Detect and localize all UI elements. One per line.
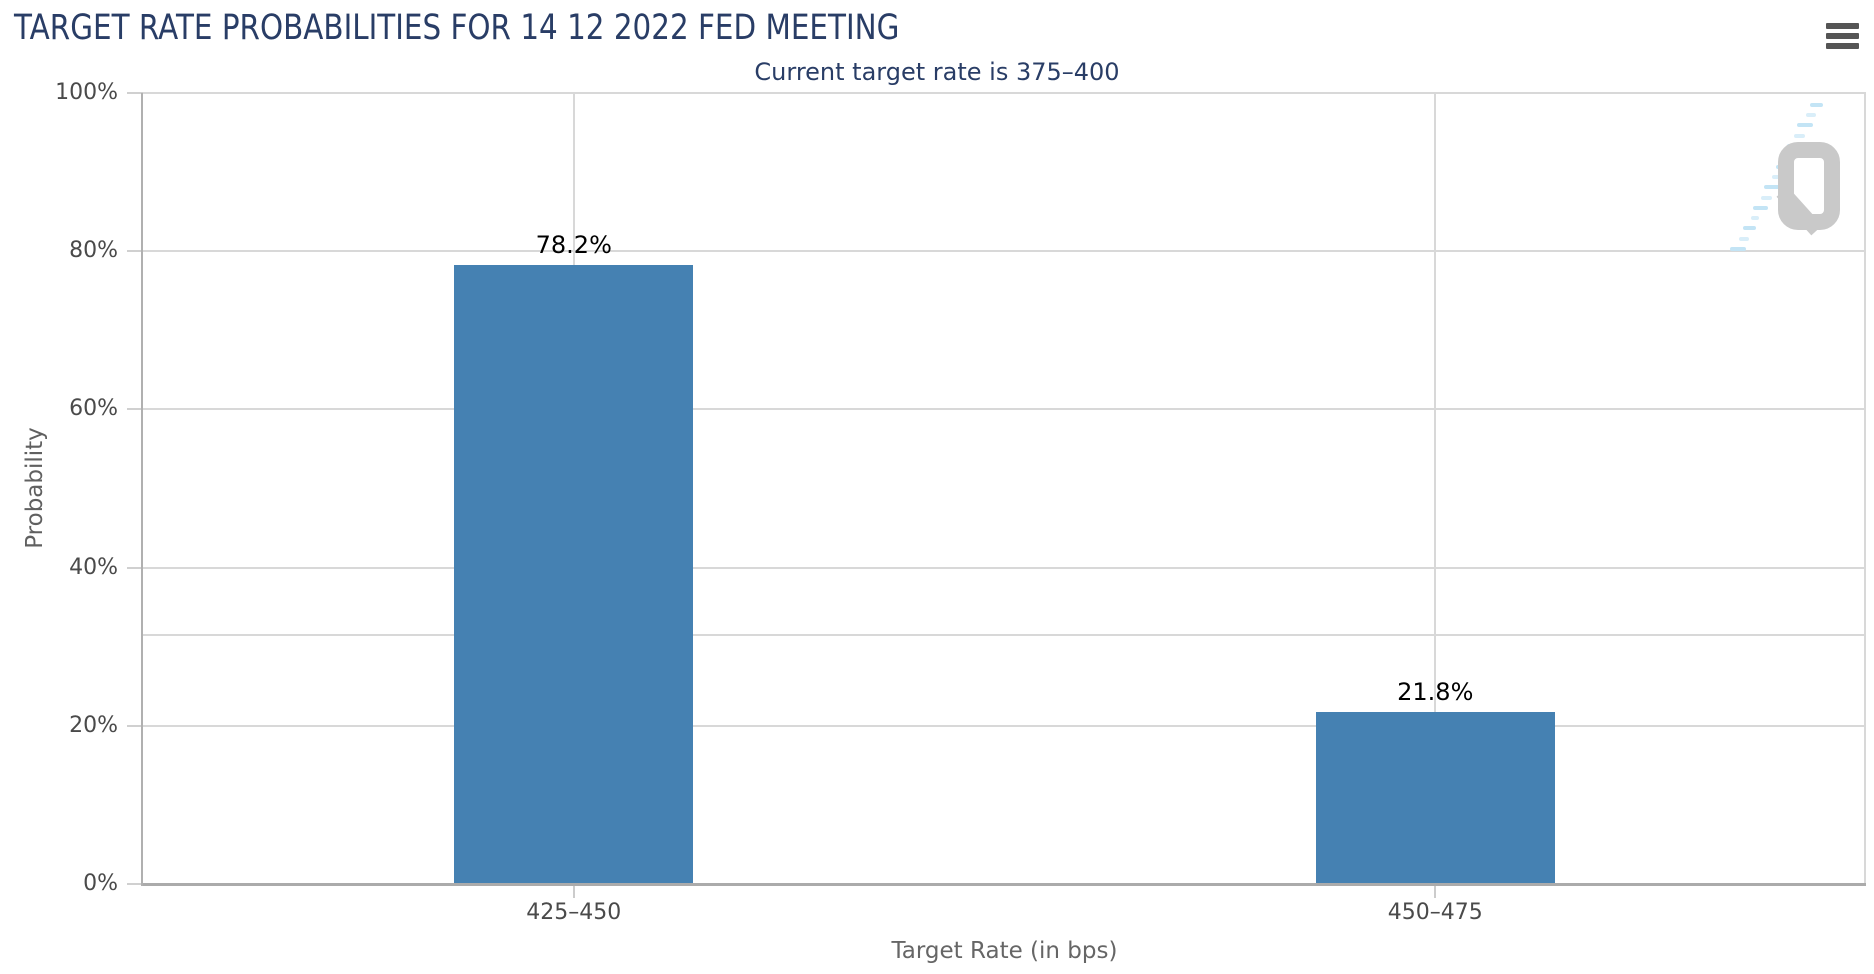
y-gridline <box>143 408 1866 411</box>
y-tick-label: 80% <box>69 238 118 264</box>
watermark-dash <box>1809 102 1823 107</box>
y-axis-title: Probability <box>22 427 48 549</box>
watermark-dash <box>1730 247 1746 251</box>
x-tick-label: 450–475 <box>1387 900 1483 925</box>
bar-450-475[interactable] <box>1315 711 1555 884</box>
x-axis-tick <box>572 886 575 898</box>
y-gridline <box>143 566 1866 569</box>
y-axis-tick <box>127 566 143 569</box>
plot-right-border <box>1864 93 1866 884</box>
watermark-dash <box>1772 174 1783 179</box>
y-gridline <box>143 724 1866 727</box>
chart-context-menu-button[interactable] <box>1822 18 1864 54</box>
chart-subtitle: Current target rate is 375–400 <box>754 58 1120 86</box>
y-gridline <box>143 250 1866 253</box>
watermark-dash <box>1797 123 1814 128</box>
chart-title: TARGET RATE PROBABILITIES FOR 14 12 2022… <box>14 8 900 48</box>
y-tick-label: 60% <box>69 396 118 422</box>
watermark-dash <box>1794 133 1806 138</box>
y-axis-tick <box>127 883 143 885</box>
y-gridline <box>143 92 1866 94</box>
y-axis-tick <box>127 408 143 411</box>
watermark-dash <box>1763 185 1780 190</box>
x-gridline <box>1434 93 1437 884</box>
watermark-dash <box>1742 226 1756 231</box>
y-tick-label: 20% <box>69 712 118 738</box>
watermark-dash <box>1760 195 1772 200</box>
bar-425-450[interactable] <box>454 265 694 884</box>
y-axis-tick <box>127 724 143 727</box>
watermark-dash <box>1805 113 1816 118</box>
extra-y-gridline <box>143 633 1866 636</box>
y-axis-line <box>141 93 143 886</box>
bar-value-label: 21.8% <box>1397 677 1474 706</box>
x-axis-line <box>143 883 1866 886</box>
y-tick-label: 40% <box>69 554 118 580</box>
x-axis-title: Target Rate (in bps) <box>891 938 1118 964</box>
x-axis-tick <box>1434 886 1437 898</box>
watermark-dash <box>1752 205 1768 210</box>
y-tick-label: 0% <box>83 871 118 896</box>
bar-value-label: 78.2% <box>535 231 612 260</box>
y-axis-tick <box>127 92 143 94</box>
watermark-dash <box>1738 236 1749 241</box>
q-logo-watermark <box>1730 95 1870 260</box>
watermark-dash <box>1750 216 1759 221</box>
x-tick-label: 425–450 <box>526 900 622 925</box>
y-tick-label: 100% <box>55 80 118 105</box>
y-axis-tick <box>127 250 143 253</box>
